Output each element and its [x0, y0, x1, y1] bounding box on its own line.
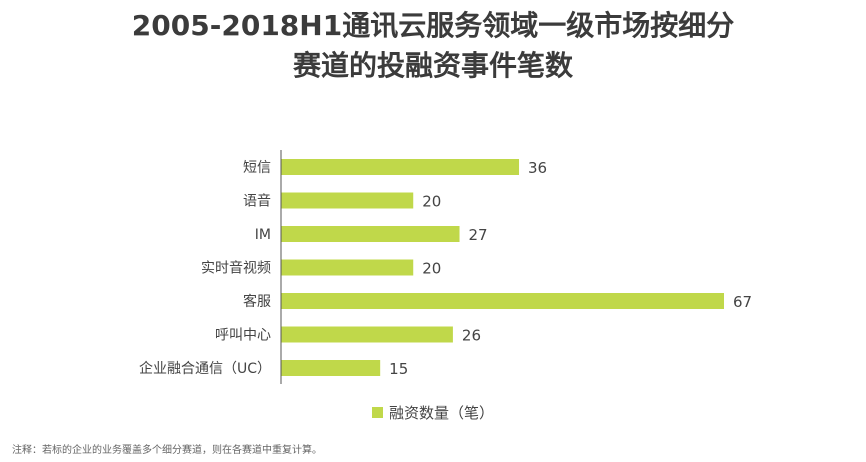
data-label: 36	[528, 159, 547, 177]
category-label: 语音	[243, 193, 271, 210]
legend-swatch	[372, 407, 383, 418]
bar	[281, 360, 381, 376]
legend: 融资数量（笔）	[372, 402, 494, 423]
data-label: 26	[462, 327, 481, 345]
bar	[281, 326, 453, 343]
legend-label: 融资数量（笔）	[389, 404, 495, 422]
data-label: 27	[469, 226, 488, 244]
data-label: 20	[422, 260, 441, 278]
footnote: 注释：若标的企业的业务覆盖多个细分赛道，则在各赛道中重复计算。	[12, 445, 322, 456]
bar	[281, 159, 520, 175]
category-label: 实时音视频	[201, 260, 271, 277]
bar	[281, 226, 460, 242]
category-label: IM	[255, 227, 271, 243]
chart-title-line-2: 赛道的投融资事件笔数	[292, 49, 573, 82]
chart-title-line-1: 2005-2018H1通讯云服务领域一级市场按细分	[131, 9, 735, 42]
category-label: 企业融合通信（UC）	[139, 360, 271, 377]
bar	[281, 192, 414, 209]
data-label: 15	[389, 360, 408, 378]
data-label: 20	[422, 193, 441, 211]
bar	[281, 293, 724, 309]
bar	[281, 259, 414, 276]
category-label: 呼叫中心	[215, 328, 271, 344]
category-label: 短信	[243, 160, 271, 176]
data-label: 67	[733, 293, 752, 311]
category-label: 客服	[243, 293, 271, 310]
